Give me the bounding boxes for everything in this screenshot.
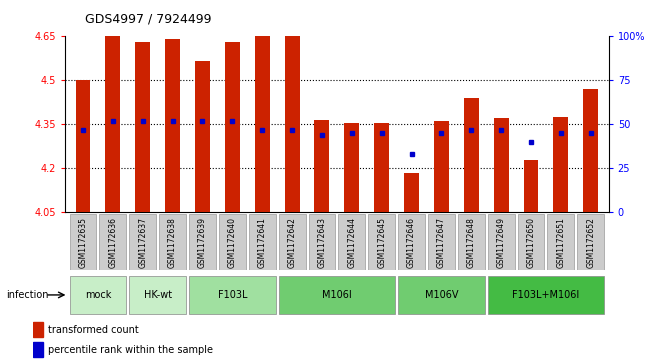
FancyBboxPatch shape (70, 214, 96, 270)
FancyBboxPatch shape (398, 214, 425, 270)
Bar (434, 121, 449, 212)
Text: GSM1172647: GSM1172647 (437, 217, 446, 268)
FancyBboxPatch shape (130, 276, 186, 314)
FancyBboxPatch shape (398, 276, 485, 314)
Bar (33, 322, 42, 338)
Text: M106I: M106I (322, 290, 352, 300)
FancyBboxPatch shape (547, 214, 574, 270)
FancyBboxPatch shape (428, 214, 455, 270)
Text: GSM1172650: GSM1172650 (527, 217, 536, 268)
Bar (255, 28, 270, 212)
Text: GSM1172635: GSM1172635 (79, 217, 87, 268)
Text: GSM1172642: GSM1172642 (288, 217, 297, 268)
FancyBboxPatch shape (368, 214, 395, 270)
Bar (404, 173, 419, 212)
Text: GSM1172646: GSM1172646 (407, 217, 416, 268)
FancyBboxPatch shape (488, 214, 514, 270)
FancyBboxPatch shape (458, 214, 485, 270)
Text: GSM1172645: GSM1172645 (377, 217, 386, 268)
Text: GSM1172651: GSM1172651 (557, 217, 566, 268)
FancyBboxPatch shape (189, 276, 275, 314)
Bar (493, 118, 508, 212)
FancyBboxPatch shape (279, 276, 395, 314)
Bar (33, 342, 42, 357)
FancyBboxPatch shape (130, 214, 156, 270)
Text: HK-wt: HK-wt (144, 290, 172, 300)
FancyBboxPatch shape (100, 214, 126, 270)
Text: percentile rank within the sample: percentile rank within the sample (49, 345, 214, 355)
Text: mock: mock (85, 290, 111, 300)
Bar (583, 89, 598, 212)
Bar (374, 123, 389, 212)
Bar (105, 35, 120, 212)
FancyBboxPatch shape (249, 214, 275, 270)
FancyBboxPatch shape (189, 214, 216, 270)
Text: GSM1172639: GSM1172639 (198, 217, 207, 268)
Bar (225, 42, 240, 212)
Text: GDS4997 / 7924499: GDS4997 / 7924499 (85, 12, 211, 25)
FancyBboxPatch shape (309, 214, 335, 270)
FancyBboxPatch shape (577, 214, 604, 270)
Bar (553, 117, 568, 212)
Text: F103L+M106I: F103L+M106I (512, 290, 579, 300)
FancyBboxPatch shape (488, 276, 604, 314)
Text: transformed count: transformed count (49, 325, 139, 335)
Text: GSM1172637: GSM1172637 (138, 217, 147, 268)
Text: GSM1172638: GSM1172638 (168, 217, 177, 268)
Text: GSM1172643: GSM1172643 (318, 217, 326, 268)
Text: GSM1172640: GSM1172640 (228, 217, 237, 268)
FancyBboxPatch shape (219, 214, 246, 270)
Bar (464, 98, 478, 212)
Bar (344, 123, 359, 212)
Text: F103L: F103L (217, 290, 247, 300)
Bar (195, 61, 210, 212)
Text: GSM1172649: GSM1172649 (497, 217, 506, 268)
FancyBboxPatch shape (159, 214, 186, 270)
Bar (135, 42, 150, 212)
FancyBboxPatch shape (279, 214, 305, 270)
FancyBboxPatch shape (339, 214, 365, 270)
Text: GSM1172644: GSM1172644 (348, 217, 356, 268)
Bar (523, 160, 538, 212)
Text: GSM1172641: GSM1172641 (258, 217, 267, 268)
Text: M106V: M106V (424, 290, 458, 300)
Text: infection: infection (7, 290, 49, 300)
Text: GSM1172636: GSM1172636 (108, 217, 117, 268)
FancyBboxPatch shape (518, 214, 544, 270)
Text: GSM1172648: GSM1172648 (467, 217, 476, 268)
Text: GSM1172652: GSM1172652 (587, 217, 595, 268)
Bar (76, 80, 90, 212)
Bar (165, 39, 180, 212)
Bar (284, 30, 299, 212)
FancyBboxPatch shape (70, 276, 126, 314)
Bar (314, 120, 329, 212)
